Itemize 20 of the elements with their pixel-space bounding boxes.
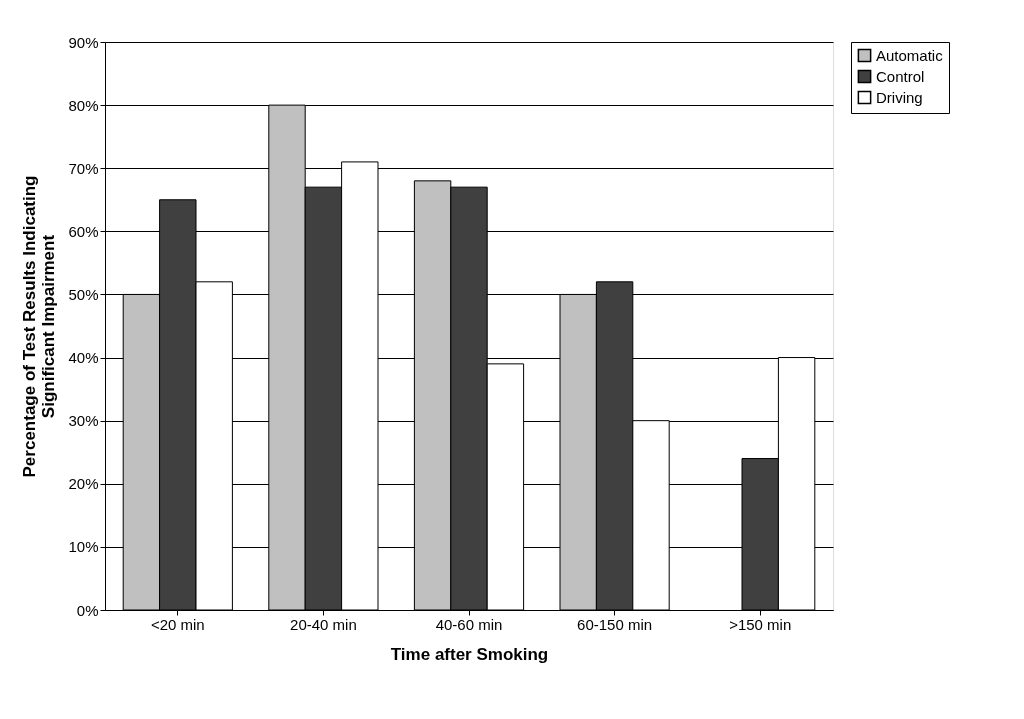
y-axis-title: Percentage of Test Results Indicating Significant Impairment [20, 175, 59, 478]
x-tick-label: 20-40 min [290, 615, 357, 633]
x-tick-label: 40-60 min [435, 615, 503, 633]
legend-label: Driving [876, 88, 923, 106]
y-tick-label: 40% [68, 349, 99, 367]
x-tick-label: <20 min [150, 615, 205, 633]
x-tick-label: >150 min [729, 615, 792, 633]
y-tick-label: 0% [76, 601, 99, 619]
y-tick-label: 50% [68, 285, 99, 303]
legend-label: Control [876, 67, 925, 85]
y-tick-label: 10% [68, 538, 99, 556]
y-tick-label: 30% [68, 412, 99, 430]
y-tick-label: 90% [68, 33, 99, 51]
x-axis-title: Time after Smoking [390, 644, 549, 664]
y-tick-label: 20% [68, 475, 99, 493]
x-tick-label: 60-150 min [577, 615, 653, 633]
y-tick-label: 70% [68, 159, 99, 177]
legend-label: Automatic [876, 46, 944, 64]
y-tick-label: 60% [68, 222, 99, 240]
y-tick-label: 80% [68, 96, 99, 114]
